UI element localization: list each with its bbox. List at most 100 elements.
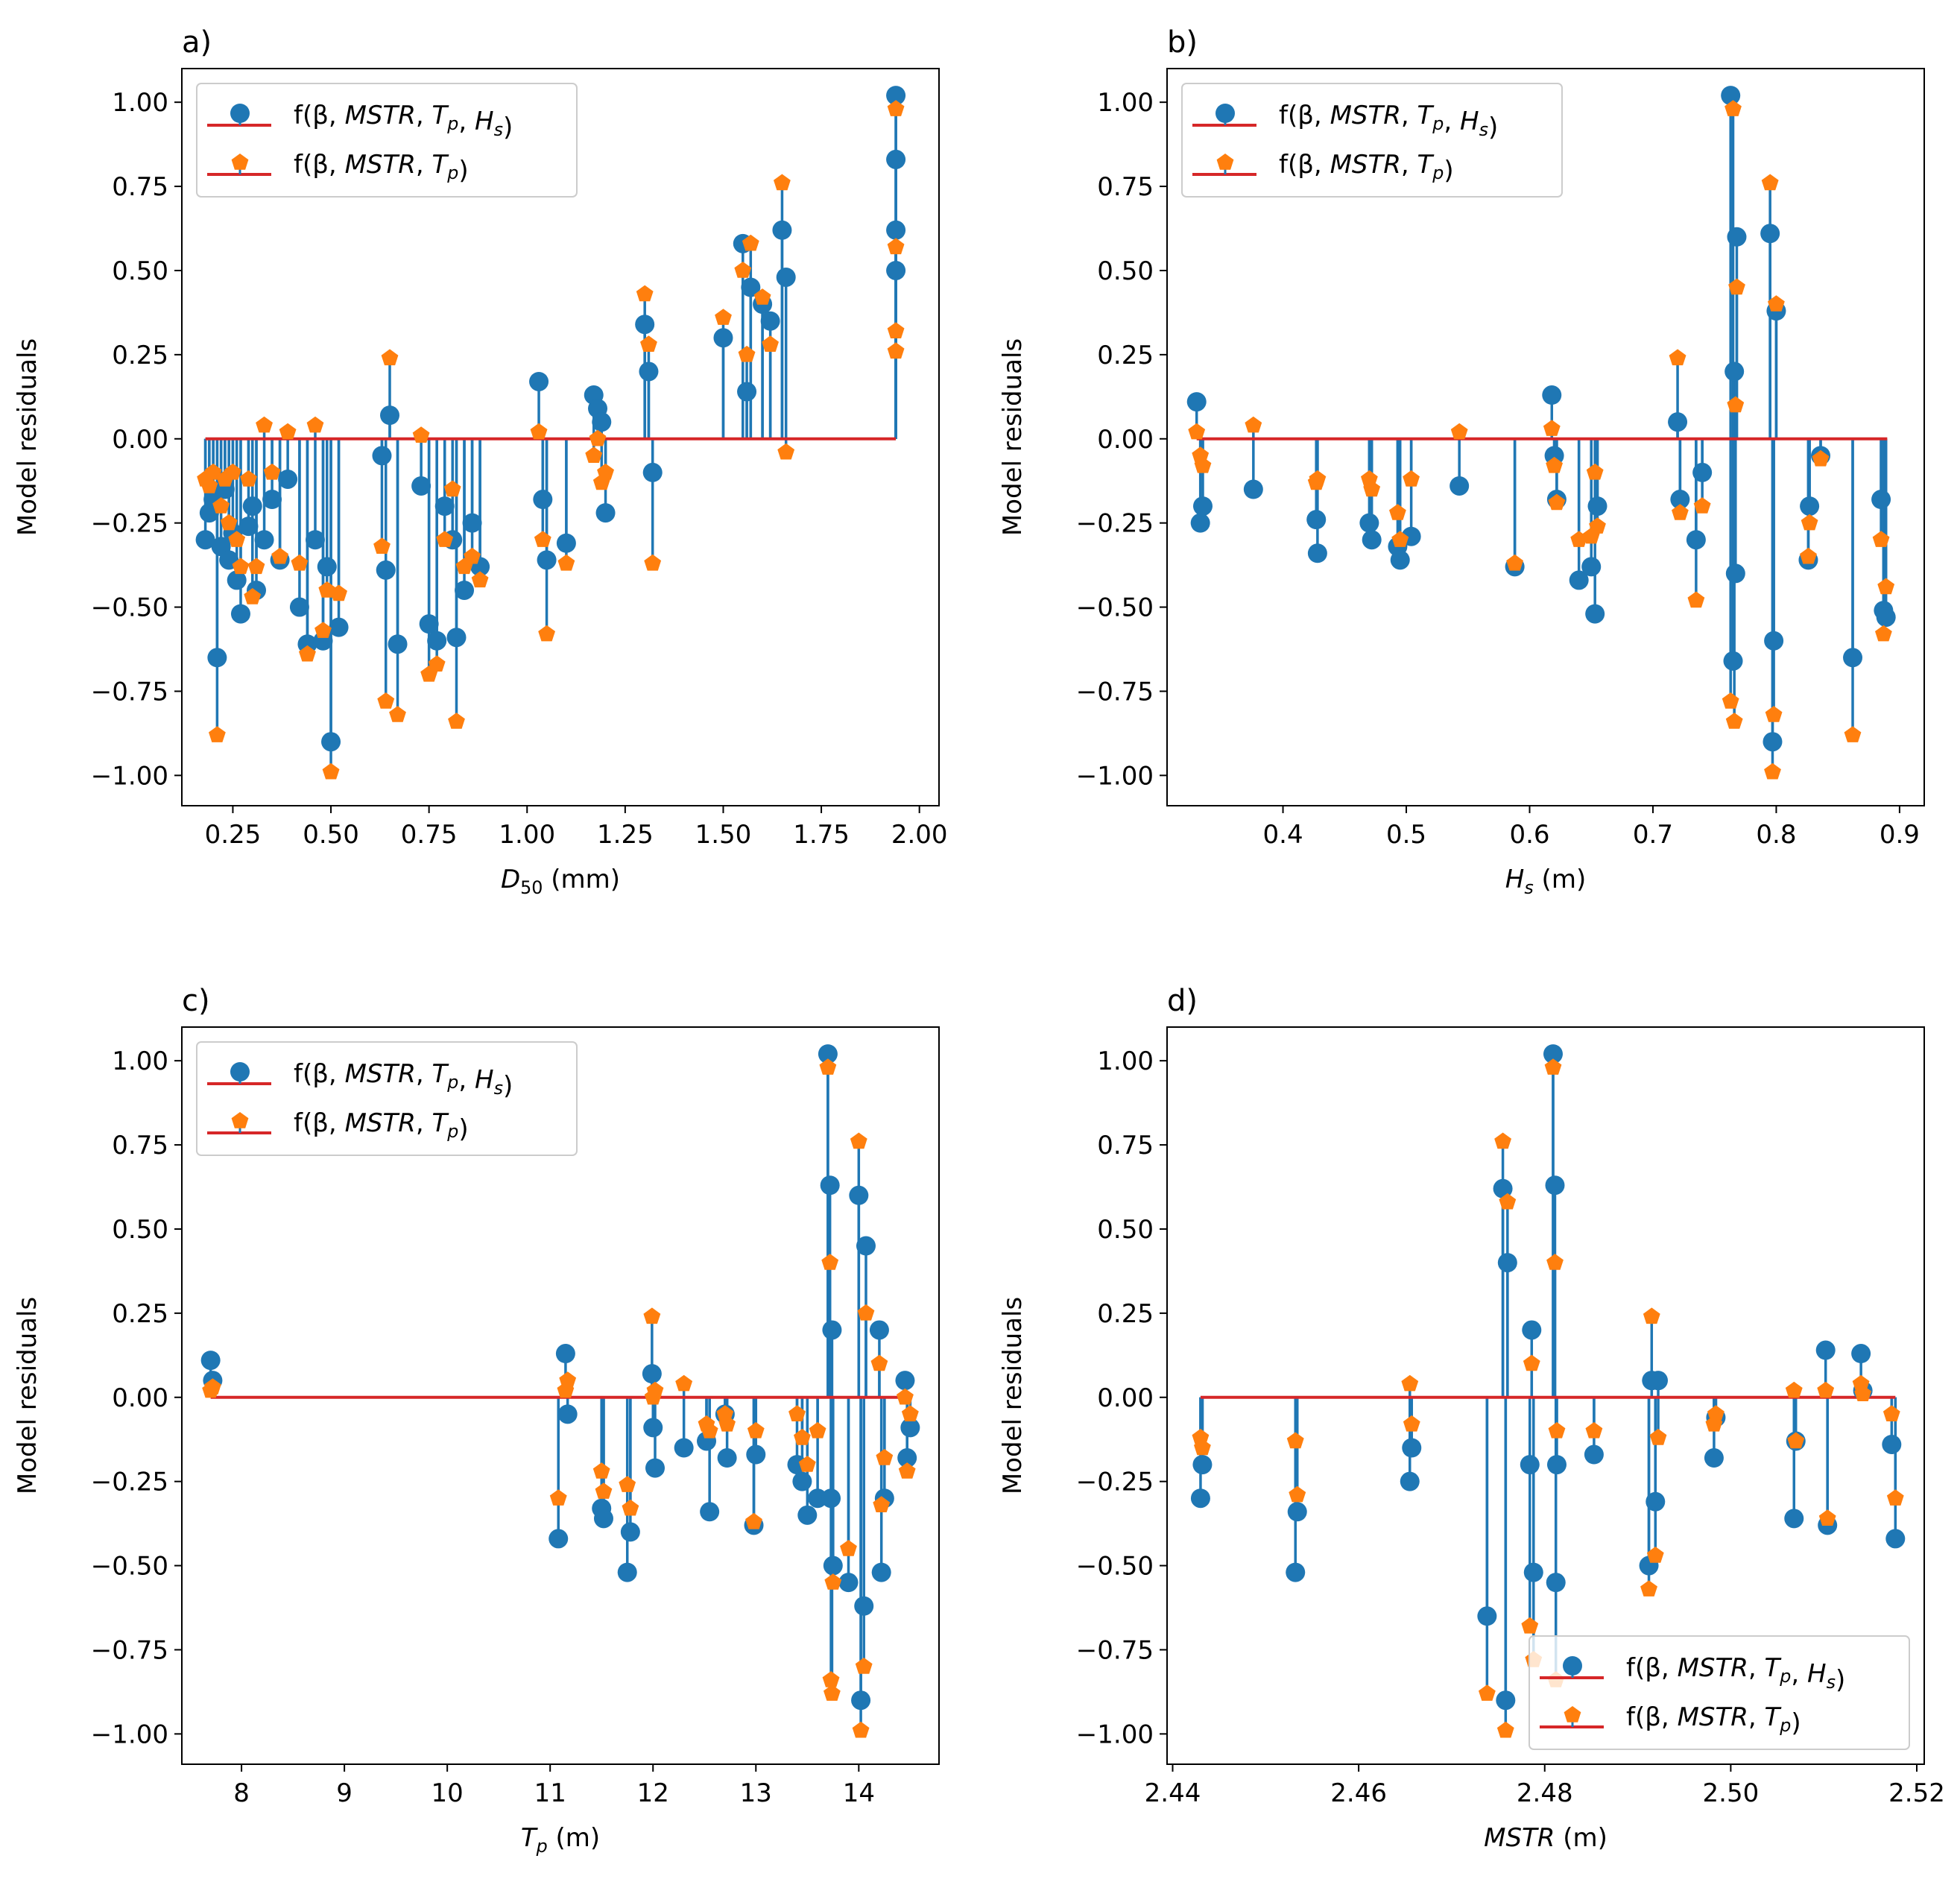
- data-point-series2: [1643, 1307, 1660, 1324]
- legend-label: f(β, MSTR, Tp, Hs): [294, 101, 513, 142]
- data-point-series1: [1496, 1690, 1516, 1711]
- data-point-series1: [242, 496, 262, 517]
- data-point-series1: [556, 533, 576, 553]
- data-point-series2: [1669, 349, 1686, 366]
- x-tick-label: 0.7: [1633, 820, 1673, 850]
- data-point-series1: [305, 530, 325, 550]
- legend: f(β, MSTR, Tp, Hs) f(β, MSTR, Tp): [196, 1041, 578, 1156]
- data-point-series1: [1546, 1573, 1566, 1593]
- x-tick-label: 0.6: [1509, 820, 1549, 850]
- data-point-series2: [850, 1132, 867, 1149]
- data-point-series1: [643, 1418, 663, 1438]
- data-point-series1: [895, 1371, 915, 1391]
- y-tick-label: 0.25: [1097, 341, 1154, 370]
- data-point-series2: [428, 655, 446, 672]
- y-tick-label: 0.00: [1097, 425, 1154, 455]
- data-point-series1: [760, 311, 780, 331]
- data-point-series2: [464, 547, 481, 564]
- data-point-series2: [1403, 1415, 1420, 1432]
- data-point-series1: [1390, 550, 1410, 570]
- data-point-series2: [1812, 449, 1830, 467]
- plot-area: [1186, 86, 1896, 780]
- data-point-series1: [645, 1458, 665, 1478]
- data-point-series1: [455, 580, 475, 600]
- data-point-series1: [446, 628, 467, 648]
- data-point-series2: [1707, 1405, 1725, 1421]
- data-point-series1: [674, 1438, 694, 1458]
- data-point-series1: [713, 328, 733, 348]
- data-point-series1: [1190, 1488, 1210, 1509]
- data-point-series1: [1646, 1491, 1666, 1512]
- data-point-series1: [592, 412, 612, 432]
- data-point-series2: [1640, 1580, 1657, 1597]
- y-tick-label: 1.00: [112, 1046, 168, 1076]
- data-point-series2: [788, 1405, 806, 1421]
- x-tick-label: 13: [740, 1778, 772, 1808]
- panel-d: d) 1.00 0.75 0.50 0.25 0.00 −0.25 −0.50 −0.75 −1.…: [998, 984, 1945, 1853]
- y-tick-label: 0.75: [112, 172, 168, 202]
- data-point-series2: [1646, 1547, 1664, 1563]
- y-tick-label: 1.00: [1097, 1046, 1154, 1076]
- data-point-series1: [419, 614, 439, 634]
- data-point-series2: [534, 531, 551, 547]
- data-point-series2: [1800, 547, 1817, 564]
- legend-marker-pentagon: [231, 154, 249, 170]
- data-point-series1: [230, 604, 250, 624]
- data-point-series1: [1882, 1434, 1902, 1454]
- data-point-series1: [886, 86, 906, 106]
- legend-label: f(β, MSTR, Tp): [294, 150, 469, 186]
- x-tick-label: 1.50: [695, 820, 752, 850]
- data-point-series2: [821, 1254, 839, 1270]
- y-tick-label: −1.00: [1076, 761, 1154, 791]
- data-point-series2: [1403, 470, 1420, 487]
- data-point-series2: [762, 335, 779, 352]
- data-point-series2: [1546, 456, 1563, 473]
- y-tick-label: −0.25: [91, 1468, 168, 1497]
- data-point-series1: [278, 469, 298, 489]
- legend-box: [196, 83, 578, 198]
- data-point-series2: [209, 726, 226, 742]
- data-point-series2: [1401, 1374, 1419, 1392]
- data-point-series2: [200, 477, 218, 493]
- data-point-series2: [247, 558, 265, 575]
- legend: f(β, MSTR, Tp, Hs) f(β, MSTR, Tp): [196, 83, 578, 198]
- data-point-series1: [869, 1320, 889, 1340]
- data-point-series1: [741, 277, 761, 297]
- data-point-series2: [314, 622, 332, 638]
- data-point-series1: [617, 1562, 637, 1582]
- data-point-series2: [887, 238, 905, 255]
- x-tick-label: 0.25: [205, 820, 262, 850]
- data-point-series2: [798, 1456, 816, 1472]
- data-point-series1: [1192, 1455, 1213, 1475]
- data-point-series2: [738, 345, 756, 362]
- data-point-series2: [1649, 1428, 1667, 1445]
- data-point-series2: [742, 234, 759, 251]
- legend-marker-pentagon: [1216, 154, 1234, 170]
- data-point-series1: [434, 496, 455, 517]
- data-point-series1: [529, 371, 549, 391]
- data-point-series1: [1725, 563, 1745, 584]
- data-point-series2: [244, 588, 262, 604]
- data-point-series1: [595, 503, 616, 523]
- y-axis-label: Model residuals: [998, 1297, 1028, 1494]
- data-point-series2: [471, 571, 489, 588]
- data-point-series2: [557, 554, 575, 571]
- panel-label: a): [182, 25, 212, 60]
- data-point-series1: [533, 490, 553, 510]
- data-point-series2: [794, 1428, 811, 1445]
- data-point-series2: [897, 1388, 914, 1405]
- data-point-series2: [852, 1721, 870, 1738]
- data-point-series2: [538, 625, 555, 642]
- data-point-series2: [644, 554, 662, 571]
- data-point-series1: [642, 462, 663, 482]
- data-point-series1: [1450, 476, 1470, 496]
- legend-label: f(β, MSTR, Tp, Hs): [294, 1059, 513, 1101]
- y-tick-label: −0.75: [1076, 677, 1154, 707]
- data-point-series2: [701, 1421, 718, 1439]
- plot-area: [195, 86, 906, 780]
- data-point-series1: [1815, 1340, 1836, 1360]
- data-point-series1: [1243, 479, 1263, 499]
- data-point-series1: [1871, 490, 1891, 510]
- data-point-series1: [851, 1690, 871, 1711]
- y-tick-label: −0.25: [1076, 1468, 1154, 1497]
